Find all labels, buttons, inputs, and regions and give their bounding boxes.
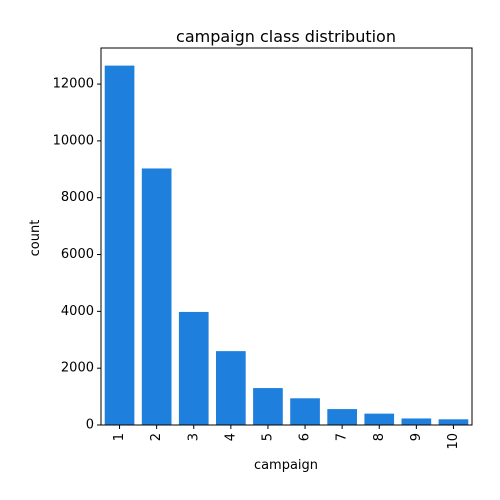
y-tick-label: 6000 bbox=[61, 247, 94, 262]
bar-2 bbox=[141, 168, 172, 425]
bar-3 bbox=[178, 311, 209, 425]
x-tick-label: 1 bbox=[112, 433, 127, 441]
bar-4 bbox=[216, 351, 246, 425]
y-tick-label: 8000 bbox=[61, 190, 94, 205]
x-tick-label: 4 bbox=[223, 433, 238, 441]
x-tick-label: 5 bbox=[260, 433, 275, 441]
chart-title: campaign class distribution bbox=[176, 27, 396, 46]
y-axis-label: count bbox=[28, 220, 43, 257]
x-tick-label: 2 bbox=[149, 433, 164, 441]
y-tick-label: 4000 bbox=[61, 304, 94, 319]
y-tick-label: 0 bbox=[86, 418, 94, 433]
x-tick-label: 7 bbox=[335, 433, 350, 441]
bars-group bbox=[104, 65, 469, 426]
x-tick-label: 6 bbox=[298, 433, 313, 441]
x-tick-label: 9 bbox=[409, 433, 424, 441]
y-axis-ticks: 0 2000 4000 6000 8000 10000 12000 bbox=[53, 77, 101, 433]
bar-1 bbox=[104, 65, 135, 426]
bar-7 bbox=[327, 409, 357, 425]
x-tick-label: 10 bbox=[446, 433, 461, 450]
bar-5 bbox=[253, 388, 283, 425]
bar-9 bbox=[401, 418, 432, 425]
bar-8 bbox=[364, 413, 395, 425]
x-axis-label: campaign bbox=[254, 458, 318, 473]
bar-10 bbox=[438, 419, 469, 425]
x-tick-label: 8 bbox=[372, 433, 387, 441]
bar-6 bbox=[290, 398, 320, 425]
x-tick-label: 3 bbox=[186, 433, 201, 441]
plot-frame bbox=[100, 47, 473, 426]
y-tick-label: 10000 bbox=[53, 133, 94, 148]
y-tick-label: 12000 bbox=[53, 77, 94, 92]
x-axis-ticks: 1 2 3 4 5 6 7 8 9 10 bbox=[112, 425, 461, 450]
y-tick-label: 2000 bbox=[61, 361, 94, 376]
